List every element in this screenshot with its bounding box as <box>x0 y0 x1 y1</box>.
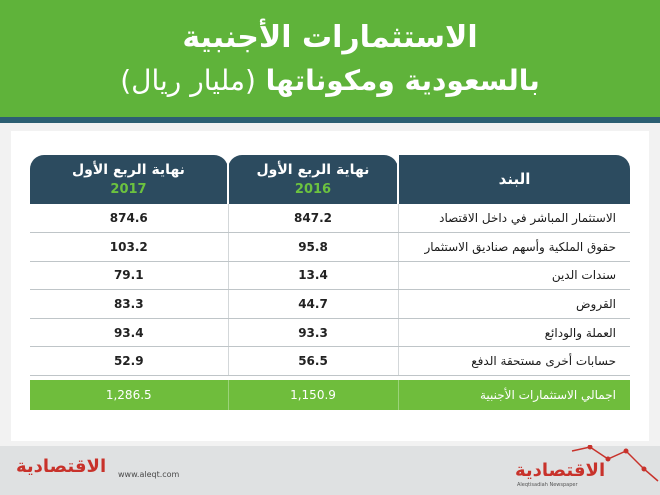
title-line-2-main: بالسعودية ومكوناتها <box>265 64 540 97</box>
column-header-2017: نهاية الربع الأول 2017 <box>30 155 228 204</box>
website-url[interactable]: www.aleqt.com <box>118 470 180 479</box>
row-item: سندات الدين <box>397 261 630 291</box>
column-header-2016-year: 2016 <box>294 181 332 197</box>
footer-bar <box>0 446 660 495</box>
row-value-2016: 847.2 <box>227 204 398 234</box>
brand-logo-left: الاقتصادية <box>16 456 107 477</box>
column-header-2016-label: نهاية الربع الأول <box>256 161 370 178</box>
investment-table: البند نهاية الربع الأول 2016 نهاية الربع… <box>30 155 630 410</box>
brand-logo-right-tagline: Aleqtisadiah Newspaper <box>517 482 578 488</box>
row-item: حسابات أخرى مستحقة الدفع <box>397 346 630 377</box>
table-row: سندات الدين 13.4 79.1 <box>30 261 630 291</box>
table-row: الاستثمار المباشر في داخل الاقتصاد 847.2… <box>30 204 630 234</box>
title-banner: الاستثمارات الأجنبية بالسعودية ومكوناتها… <box>0 0 660 117</box>
column-header-item: البند <box>397 155 630 204</box>
row-item: القروض <box>397 289 630 319</box>
row-value-2016: 93.3 <box>227 318 398 348</box>
brand-logo-right: الاقتصادية <box>515 460 606 481</box>
row-item: الاستثمار المباشر في داخل الاقتصاد <box>397 204 630 234</box>
row-value-2016: 95.8 <box>227 232 398 262</box>
row-item: حقوق الملكية وأسهم صناديق الاستثمار <box>397 232 630 262</box>
row-value-2016: 44.7 <box>227 289 398 319</box>
title-divider-band <box>0 117 660 123</box>
table-header-row: البند نهاية الربع الأول 2016 نهاية الربع… <box>30 155 630 204</box>
row-value-2016: 56.5 <box>227 346 398 377</box>
row-value-2017: 874.6 <box>30 204 228 234</box>
table-row: حسابات أخرى مستحقة الدفع 56.5 52.9 <box>30 346 630 377</box>
total-value-2016: 1,150.9 <box>227 379 398 410</box>
row-value-2017: 83.3 <box>30 289 228 319</box>
title-line-2: بالسعودية ومكوناتها (مليار ريال) <box>0 64 660 97</box>
table-row: العملة والودائع 93.3 93.4 <box>30 318 630 348</box>
column-header-2017-label: نهاية الربع الأول <box>72 161 185 178</box>
trend-line-icon <box>571 445 659 482</box>
total-value-2017: 1,286.5 <box>30 379 228 410</box>
row-value-2017: 79.1 <box>30 261 228 291</box>
column-header-2017-year: 2017 <box>110 181 147 197</box>
row-value-2016: 13.4 <box>227 261 398 291</box>
row-value-2017: 52.9 <box>30 346 228 377</box>
row-value-2017: 93.4 <box>30 318 228 348</box>
title-line-1: الاستثمارات الأجنبية <box>182 20 478 55</box>
table-row: القروض 44.7 83.3 <box>30 289 630 319</box>
column-header-2016: نهاية الربع الأول 2016 <box>227 155 398 204</box>
total-row: اجمالي الاستثمارات الأجنبية 1,150.9 1,28… <box>30 379 630 410</box>
table-row: حقوق الملكية وأسهم صناديق الاستثمار 95.8… <box>30 232 630 262</box>
row-item: العملة والودائع <box>397 318 630 348</box>
title-unit: (مليار ريال) <box>120 64 256 97</box>
row-value-2017: 103.2 <box>30 232 228 262</box>
total-label: اجمالي الاستثمارات الأجنبية <box>397 379 630 410</box>
